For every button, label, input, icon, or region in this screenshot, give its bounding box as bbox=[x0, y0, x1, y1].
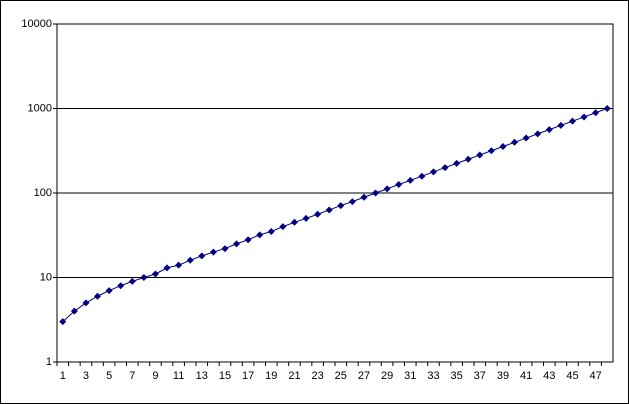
x-tick-label: 11 bbox=[173, 370, 184, 382]
data-point bbox=[499, 143, 507, 151]
data-point bbox=[186, 256, 194, 264]
x-tick-label: 41 bbox=[520, 370, 532, 382]
data-point bbox=[175, 261, 183, 269]
x-tick-label: 17 bbox=[242, 370, 254, 382]
data-point bbox=[117, 282, 125, 290]
x-tick-label: 31 bbox=[404, 370, 416, 382]
data-point bbox=[337, 202, 345, 210]
data-point bbox=[140, 274, 148, 281]
data-point bbox=[418, 172, 426, 180]
data-point bbox=[360, 193, 368, 201]
data-point bbox=[290, 218, 298, 226]
x-tick-label: 7 bbox=[129, 370, 135, 382]
data-point bbox=[198, 252, 206, 260]
x-tick-label: 25 bbox=[335, 370, 347, 382]
data-point bbox=[534, 130, 542, 138]
x-tick-label: 37 bbox=[474, 370, 486, 382]
x-tick-label: 19 bbox=[265, 370, 277, 382]
data-point bbox=[279, 223, 287, 231]
x-tick-label: 13 bbox=[196, 370, 208, 382]
data-point bbox=[545, 126, 553, 134]
data-point bbox=[221, 245, 229, 253]
data-point bbox=[383, 185, 391, 193]
x-tick-label: 29 bbox=[381, 370, 393, 382]
data-point bbox=[94, 292, 102, 300]
x-tick-label: 47 bbox=[590, 370, 602, 382]
data-point bbox=[325, 206, 333, 214]
data-point bbox=[487, 147, 495, 155]
data-point bbox=[302, 214, 310, 222]
data-point bbox=[267, 228, 275, 236]
x-tick-label: 23 bbox=[312, 370, 324, 382]
y-tick-label: 1000 bbox=[28, 102, 52, 114]
data-point bbox=[406, 176, 414, 184]
data-point bbox=[314, 210, 322, 218]
y-tick-label: 100 bbox=[34, 187, 52, 199]
data-point bbox=[511, 138, 519, 146]
x-tick-label: 43 bbox=[543, 370, 555, 382]
x-tick-label: 1 bbox=[60, 370, 66, 382]
data-point bbox=[395, 181, 403, 189]
data-point bbox=[557, 121, 565, 129]
data-point bbox=[348, 198, 356, 206]
data-point bbox=[163, 264, 171, 272]
x-tick-label: 5 bbox=[106, 370, 112, 382]
data-point bbox=[244, 236, 252, 244]
data-point bbox=[372, 189, 380, 197]
data-point bbox=[128, 277, 136, 285]
data-point bbox=[256, 231, 264, 239]
data-point bbox=[603, 105, 611, 112]
data-point bbox=[522, 134, 530, 142]
y-tick-label: 1 bbox=[46, 356, 52, 368]
data-point bbox=[476, 151, 484, 159]
x-tick-label: 9 bbox=[152, 370, 158, 382]
data-point bbox=[70, 307, 78, 315]
y-tick-label: 10 bbox=[40, 271, 52, 283]
data-point bbox=[441, 164, 449, 172]
y-tick-label: 10000 bbox=[21, 18, 52, 30]
x-tick-label: 27 bbox=[358, 370, 370, 382]
data-point bbox=[429, 168, 437, 176]
x-tick-label: 39 bbox=[497, 370, 509, 382]
data-point bbox=[464, 155, 472, 163]
data-point bbox=[151, 270, 159, 278]
data-point bbox=[82, 299, 90, 307]
data-point bbox=[568, 117, 576, 125]
x-tick-label: 21 bbox=[288, 370, 300, 382]
x-tick-label: 45 bbox=[566, 370, 578, 382]
x-tick-label: 35 bbox=[451, 370, 463, 382]
data-point bbox=[209, 248, 217, 256]
data-point bbox=[59, 318, 67, 326]
x-tick-label: 3 bbox=[83, 370, 89, 382]
data-point bbox=[580, 113, 588, 121]
data-point bbox=[592, 109, 600, 117]
x-tick-label: 15 bbox=[219, 370, 231, 382]
data-point bbox=[453, 159, 461, 167]
data-point bbox=[233, 240, 241, 248]
data-point bbox=[105, 287, 113, 295]
x-tick-label: 33 bbox=[427, 370, 439, 382]
